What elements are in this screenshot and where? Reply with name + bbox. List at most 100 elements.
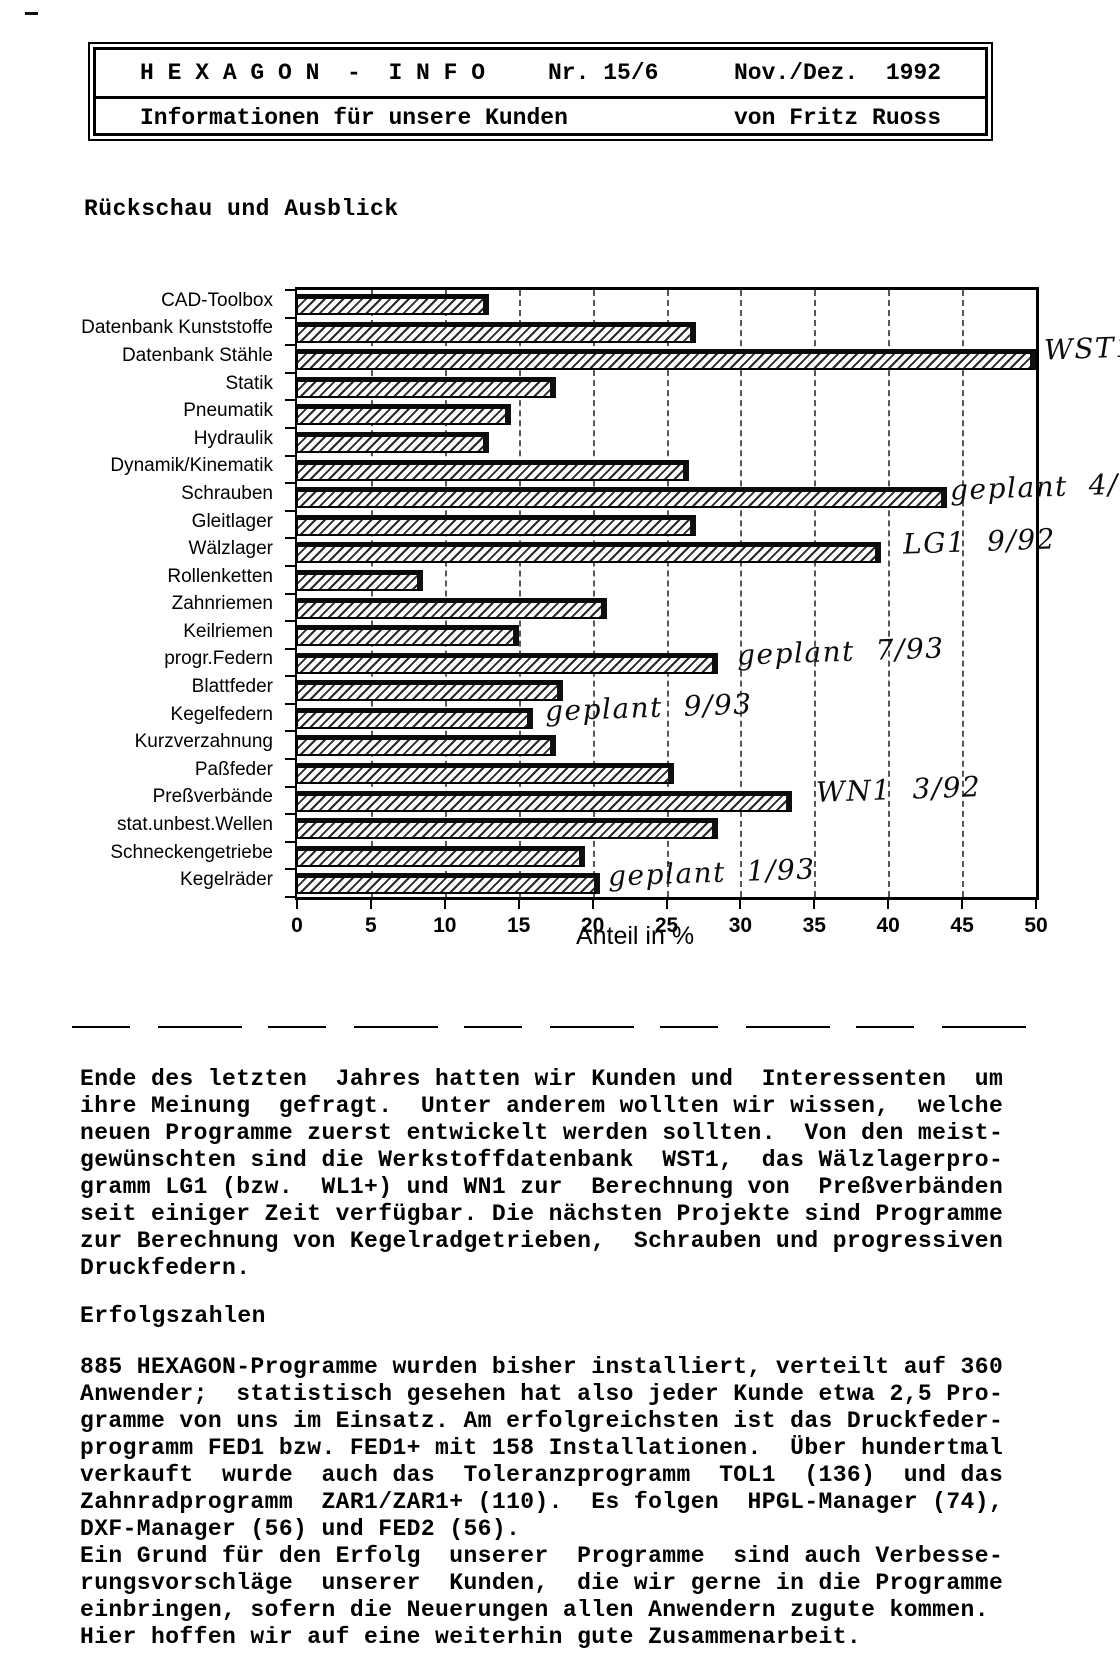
category-label: Blattfeder xyxy=(191,676,273,698)
dashed-separator xyxy=(72,1026,1035,1028)
bar-row xyxy=(297,842,1036,870)
bar-row xyxy=(297,731,1036,759)
x-tick-label: 40 xyxy=(876,914,900,937)
category-label: Schrauben xyxy=(181,482,273,504)
gridline xyxy=(814,290,817,897)
bar-row xyxy=(297,649,1036,677)
bar-row xyxy=(297,538,1036,566)
y-axis-tick xyxy=(285,564,296,567)
y-axis-tick xyxy=(285,592,296,595)
y-axis-tick xyxy=(285,675,296,678)
gridline xyxy=(444,290,447,897)
y-axis-tick xyxy=(285,371,296,374)
x-tick-label: 10 xyxy=(433,914,457,937)
bar-Datenbank Kunststoffe xyxy=(297,321,697,343)
x-tick-label: 35 xyxy=(802,914,826,937)
x-tick-label: 0 xyxy=(291,914,303,937)
bar-Kegelräder xyxy=(297,873,600,895)
category-label: Statik xyxy=(225,372,273,394)
category-label: Kurzverzahnung xyxy=(134,731,273,753)
x-axis-tick xyxy=(739,900,742,909)
y-axis-tick xyxy=(285,426,296,429)
x-axis-tick xyxy=(961,900,964,909)
bar-Kurzverzahnung xyxy=(297,735,556,757)
header-subtitle-row: Informationen für unsere Kunden von Frit… xyxy=(96,99,985,133)
bar-CAD-Toolbox xyxy=(297,294,490,315)
newsletter-title: H E X A G O N - I N F O xyxy=(140,60,486,86)
header-box: H E X A G O N - I N F O Nr. 15/6 Nov./De… xyxy=(88,42,993,141)
gridline xyxy=(740,290,743,897)
bar-stat.unbest.Wellen xyxy=(297,818,719,840)
x-tick-label: 30 xyxy=(728,914,753,937)
y-axis-tick xyxy=(285,509,296,512)
bar-Keilriemen xyxy=(297,625,519,647)
issue-date: Nov./Dez. 1992 xyxy=(734,60,942,86)
text-line: 885 HEXAGON-Programme wurden bisher inst… xyxy=(80,1354,1004,1380)
text-line: rungsvorschläge unserer Kunden, die wir … xyxy=(80,1570,1004,1596)
newsletter-author: von Fritz Ruoss xyxy=(734,105,942,131)
paragraph-rueckschau: Ende des letzten Jahres hatten wir Kunde… xyxy=(80,1066,1003,1282)
text-line: gramme von uns im Einsatz. Am erfolgreic… xyxy=(80,1408,1004,1434)
y-axis-tick xyxy=(285,813,296,816)
handwritten-note: geplant 4/93 xyxy=(949,466,1120,507)
y-axis-tick xyxy=(285,758,296,761)
bar-Schneckengetriebe xyxy=(297,845,586,867)
category-label: Hydraulik xyxy=(193,427,273,449)
text-line: Hier hoffen wir auf eine weiterhin gute … xyxy=(80,1624,862,1650)
bar-Gleitlager xyxy=(297,514,697,536)
bar-Blattfeder xyxy=(297,680,564,702)
y-axis-tick xyxy=(285,702,296,705)
bar-Datenbank Stähle xyxy=(297,349,1036,371)
y-axis-tick xyxy=(285,537,296,540)
text-line: Anwender; statistisch gesehen hat also j… xyxy=(80,1381,1004,1407)
text-line: Ende des letzten Jahres hatten wir Kunde… xyxy=(80,1066,1004,1092)
section-heading-erfolgszahlen: Erfolgszahlen xyxy=(80,1303,266,1329)
category-label: Datenbank Stähle xyxy=(121,344,273,366)
x-axis-tick xyxy=(296,900,298,909)
text-line: gramm LG1 (bzw. WL1+) und WN1 zur Berech… xyxy=(80,1174,1004,1200)
text-line: DXF-Manager (56) und FED2 (56). xyxy=(80,1516,521,1542)
x-tick-label: 25 xyxy=(654,914,679,937)
gridline xyxy=(592,290,595,897)
bar-Hydraulik xyxy=(297,431,490,453)
x-axis-tick xyxy=(443,900,446,909)
x-axis-tick xyxy=(517,900,520,909)
bar-row xyxy=(297,814,1036,842)
handwritten-note: LG1 9/92 xyxy=(902,522,1057,561)
text-line: Druckfedern. xyxy=(80,1255,251,1281)
bar-row xyxy=(297,787,1036,815)
bar-Zahnriemen xyxy=(297,597,608,619)
bar-Statik xyxy=(297,376,556,398)
gridline xyxy=(518,290,521,897)
scan-artifact-dash xyxy=(25,12,38,15)
handwritten-note: WN1 3/92 xyxy=(815,770,982,810)
text-line: gewünschten sind die Werkstoffdatenbank … xyxy=(80,1147,1004,1173)
category-label: Gleitlager xyxy=(191,510,273,532)
text-line: einbringen, sofern die Neuerungen allen … xyxy=(80,1597,989,1623)
category-label: Kegelfedern xyxy=(170,703,273,725)
gridline xyxy=(888,290,891,897)
category-label: Preßverbände xyxy=(152,786,273,808)
x-tick-label: 5 xyxy=(365,914,377,937)
text-line: programm FED1 bzw. FED1+ mit 158 Install… xyxy=(80,1435,1004,1461)
y-axis-tick xyxy=(285,289,296,291)
bar-row xyxy=(297,456,1036,484)
category-label: progr.Federn xyxy=(164,648,273,670)
bar-row xyxy=(297,318,1036,346)
bar-Rollenketten xyxy=(297,569,423,591)
category-label: Pneumatik xyxy=(183,400,273,422)
section-heading-rueckschau: Rückschau und Ausblick xyxy=(84,196,399,222)
header-inner-frame: H E X A G O N - I N F O Nr. 15/6 Nov./De… xyxy=(93,47,988,136)
x-axis-tick xyxy=(1035,900,1037,909)
issue-number: Nr. 15/6 xyxy=(548,60,659,86)
x-axis-tick xyxy=(369,900,372,909)
handwritten-note: geplant 9/93 xyxy=(544,687,754,728)
text-line: verkauft wurde auch das Toleranzprogramm… xyxy=(80,1462,1004,1488)
x-axis-tick xyxy=(887,900,890,909)
chart-x-axis-label: Anteil in % xyxy=(575,922,695,950)
category-label: Paßfeder xyxy=(194,758,273,780)
category-label: Schneckengetriebe xyxy=(110,841,273,863)
y-axis-tick xyxy=(285,896,296,898)
category-label: Wälzlager xyxy=(188,538,273,560)
bar-row xyxy=(297,621,1036,649)
